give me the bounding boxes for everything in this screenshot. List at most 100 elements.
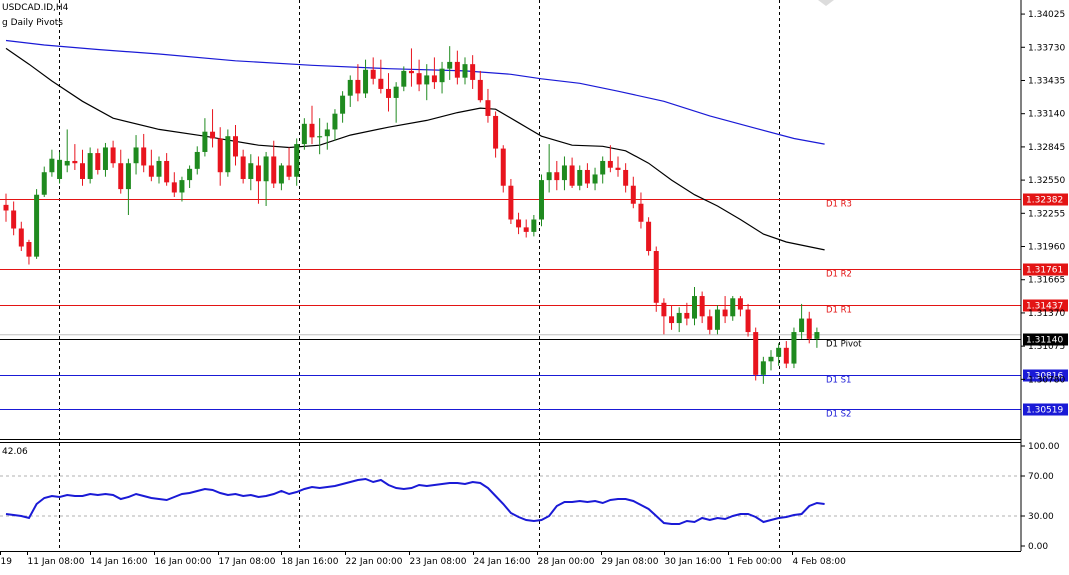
bearish-candle xyxy=(210,109,216,148)
candle-body xyxy=(340,95,346,114)
bearish-candle xyxy=(737,296,743,317)
candle-body xyxy=(523,227,529,232)
candle-body xyxy=(156,160,162,177)
pivot-price-badge xyxy=(1023,333,1068,346)
candle-body xyxy=(737,298,743,310)
symbol-title: USDCAD.ID,H4 xyxy=(2,3,69,13)
bearish-candle xyxy=(26,239,32,265)
candle-body xyxy=(791,332,797,364)
pivot-price-badge xyxy=(1023,299,1068,312)
candle-body xyxy=(324,129,330,137)
time-tick-label: 22 Jan 00:00 xyxy=(346,557,403,567)
bullish-candle xyxy=(592,167,598,191)
price-tick-label: 1.33435 xyxy=(1028,76,1065,86)
bearish-candle xyxy=(309,105,315,145)
bearish-candle xyxy=(3,193,9,222)
bullish-candle xyxy=(87,147,93,184)
candle-body xyxy=(3,204,9,211)
candle-body xyxy=(125,163,131,190)
candle-body xyxy=(194,151,200,169)
bullish-candle xyxy=(332,109,338,141)
candles-layer xyxy=(3,46,820,384)
candle-body xyxy=(439,68,445,83)
candle-body xyxy=(722,309,728,317)
candle-body xyxy=(462,64,468,78)
pivot-price-badge-label: 1.31761 xyxy=(1026,266,1063,276)
candle-body xyxy=(309,123,315,138)
bearish-candle xyxy=(233,124,238,166)
bearish-candle xyxy=(110,140,116,168)
candle-body xyxy=(577,169,583,186)
bullish-candle xyxy=(768,350,774,371)
candle-body xyxy=(592,174,598,184)
bearish-candle xyxy=(171,172,177,197)
time-tick-label: 14 Jan 16:00 xyxy=(91,557,148,567)
bullish-candle xyxy=(57,151,63,184)
candle-body xyxy=(263,156,269,182)
bullish-candle xyxy=(156,156,162,184)
candle-body xyxy=(653,251,659,303)
bearish-candle xyxy=(355,64,361,102)
price-tick-label: 1.32255 xyxy=(1028,209,1065,219)
candle-body xyxy=(600,160,606,175)
bearish-candle xyxy=(18,221,24,252)
candle-body xyxy=(539,180,544,220)
candle-body xyxy=(684,312,690,319)
candle-body xyxy=(271,156,277,184)
time-tick-label: 1 Feb 00:00 xyxy=(729,557,783,567)
oscillator-tick-label: 70.00 xyxy=(1028,472,1054,482)
bullish-candle xyxy=(799,303,805,339)
bearish-candle xyxy=(684,302,690,326)
candle-body xyxy=(531,219,537,232)
bullish-candle xyxy=(41,166,47,197)
time-tick-label: 4 Feb 08:00 xyxy=(793,557,847,567)
candle-body xyxy=(485,100,491,116)
candle-body xyxy=(133,147,139,164)
candle-body xyxy=(148,165,154,177)
candle-body xyxy=(202,131,208,152)
pivot-price-badge xyxy=(1023,193,1068,206)
oscillator-tick-label: 30.00 xyxy=(1028,512,1054,522)
pivot-levels-layer: D1 R3 1.32382 D1 R2 1.31761 D1 R1 1.31437 D1 P… xyxy=(0,193,1068,420)
bullish-candle xyxy=(202,118,208,157)
time-tick-label: 23 Jan 08:00 xyxy=(410,557,467,567)
bearish-candle xyxy=(217,127,223,186)
candle-body xyxy=(508,185,514,220)
candle-body xyxy=(554,172,560,181)
bearish-candle xyxy=(500,145,506,193)
pivot-price-badge-label: 1.32382 xyxy=(1026,196,1063,206)
candle-body xyxy=(753,332,759,375)
candle-body xyxy=(141,147,147,166)
bullish-candle xyxy=(561,156,567,191)
candle-body xyxy=(102,147,108,170)
bearish-candle xyxy=(569,157,575,188)
oscillator-tick-label: 0.00 xyxy=(1028,542,1048,552)
candle-body xyxy=(41,172,47,195)
oscillator-line xyxy=(5,477,825,525)
candle-body xyxy=(294,144,300,177)
candle-body xyxy=(26,242,32,257)
oscillator-tick-label: 100.00 xyxy=(1028,442,1060,452)
pivot-price-badge-label: 1.30816 xyxy=(1026,372,1063,382)
candle-body xyxy=(87,153,93,179)
pivot-level-label: D1 R1 xyxy=(826,306,852,316)
candle-body xyxy=(363,69,369,94)
bullish-candle xyxy=(539,174,544,227)
candle-body xyxy=(95,153,101,170)
candle-body xyxy=(72,160,78,164)
bearish-candle xyxy=(508,178,514,225)
candle-body xyxy=(164,160,170,183)
candle-body xyxy=(692,296,697,319)
bearish-candle xyxy=(431,57,437,89)
bearish-candle xyxy=(630,176,636,209)
bearish-candle xyxy=(470,55,476,89)
candle-body xyxy=(57,159,63,179)
bullish-candle xyxy=(317,118,323,155)
oscillator-value: 42.06 xyxy=(2,447,28,457)
candle-body xyxy=(783,347,789,364)
bearish-candle xyxy=(554,160,560,191)
candle-body xyxy=(225,136,231,173)
candle-body xyxy=(814,332,820,339)
